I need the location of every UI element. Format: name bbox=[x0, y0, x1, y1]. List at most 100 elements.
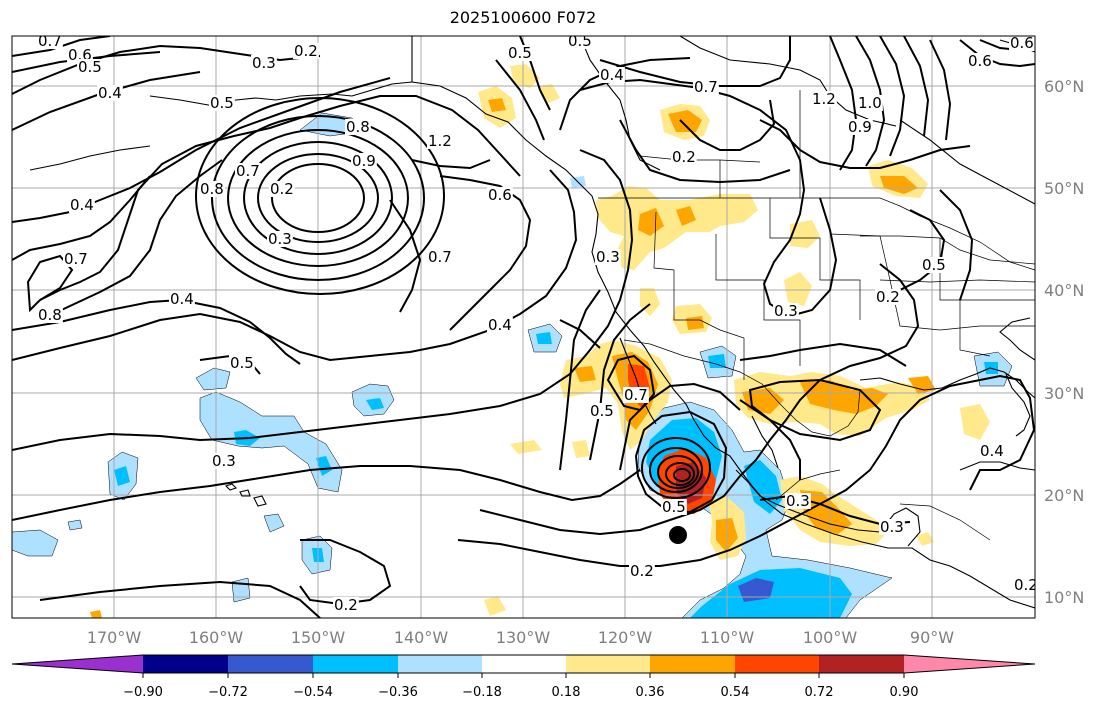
contour-label: 0.2 bbox=[876, 288, 900, 306]
contour-label: 0.4 bbox=[600, 66, 624, 84]
lon-tick-label: 170°W bbox=[87, 628, 142, 647]
contour-label: 0.4 bbox=[98, 84, 122, 102]
colorbar-bin bbox=[650, 655, 735, 673]
contour-label-backing bbox=[77, 59, 103, 75]
lat-tick-label: 20°N bbox=[1044, 486, 1084, 505]
contour-label-backing bbox=[875, 289, 901, 305]
contour-label: 1.2 bbox=[428, 132, 452, 150]
contour-label-backing bbox=[427, 133, 453, 149]
contour-label-backing bbox=[623, 387, 649, 403]
colorbar-tick-label: −0.54 bbox=[293, 685, 333, 700]
lat-tick-label: 10°N bbox=[1044, 588, 1084, 607]
contour-label: 0.9 bbox=[848, 118, 872, 136]
contour-label-backing bbox=[211, 453, 237, 469]
lon-tick-label: 160°W bbox=[189, 628, 244, 647]
hawaii-islands bbox=[224, 483, 267, 507]
contour-label: 0.5 bbox=[662, 498, 686, 516]
contour-label-backing bbox=[979, 443, 1005, 459]
colorbar-bin bbox=[566, 655, 650, 673]
positive-anomaly-shading bbox=[90, 64, 990, 618]
contour-label: 0.3 bbox=[252, 54, 276, 72]
contour-label-backing bbox=[847, 119, 873, 135]
colorbar-tick-label: −0.72 bbox=[208, 685, 248, 700]
lon-tick-label: 140°W bbox=[394, 628, 449, 647]
contour-label: 1.0 bbox=[858, 94, 882, 112]
lon-tick-label: 110°W bbox=[700, 628, 755, 647]
contour-label-backing bbox=[507, 45, 533, 61]
colorbar: −0.90 −0.72 −0.54 −0.36 −0.18 0.18 0.36 … bbox=[11, 654, 1036, 700]
contour-label-backing bbox=[169, 291, 195, 307]
contour-label: 0.3 bbox=[212, 452, 236, 470]
contour-label: 0.7 bbox=[38, 32, 62, 50]
contour-label-backing bbox=[351, 153, 377, 169]
contour-label: 0.7 bbox=[428, 248, 452, 266]
lon-tick-label: 130°W bbox=[496, 628, 551, 647]
contour-label-backing bbox=[209, 95, 235, 111]
contour-label-backing bbox=[629, 563, 655, 579]
lat-tick-label: 60°N bbox=[1044, 77, 1084, 96]
contour-label-backing bbox=[345, 119, 371, 135]
contour-label: 0.3 bbox=[880, 518, 904, 536]
contour-label: 0.2 bbox=[672, 148, 696, 166]
contour-label-backing bbox=[857, 95, 883, 111]
contour-label: 0.4 bbox=[70, 196, 94, 214]
contour-label: 0.8 bbox=[200, 180, 224, 198]
contour-label: 0.5 bbox=[78, 58, 102, 76]
contour-label: 0.5 bbox=[230, 354, 254, 372]
contour-label-backing bbox=[37, 36, 63, 49]
contour-label: 0.3 bbox=[786, 492, 810, 510]
contour-label: 0.5 bbox=[590, 402, 614, 420]
contour-label-backing bbox=[785, 493, 811, 509]
contour-labels: 0.7 0.6 0.5 0.4 0.3 0.2 0.5 0.8 0.7 0.2 … bbox=[37, 32, 1035, 614]
contour-label-backing bbox=[1009, 36, 1035, 51]
colorbar-extend-high bbox=[904, 655, 1035, 673]
lon-tick-label: 120°W bbox=[598, 628, 653, 647]
contour-label: 0.5 bbox=[210, 94, 234, 112]
map-title: 2025100600 F072 bbox=[449, 8, 597, 27]
contour-label-backing bbox=[589, 403, 615, 419]
contour-lines bbox=[12, 36, 1035, 618]
latitude-axis: 60°N 50°N 40°N 30°N 20°N 10°N bbox=[1044, 77, 1084, 607]
contour-label-backing bbox=[487, 187, 513, 203]
contour-label-backing bbox=[63, 251, 89, 267]
contour-label-backing bbox=[595, 249, 621, 265]
contour-label-backing bbox=[97, 85, 123, 101]
contour-label: 0.6 bbox=[1010, 34, 1034, 52]
colorbar-tick-label: −0.36 bbox=[378, 685, 418, 700]
lon-tick-label: 100°W bbox=[803, 628, 858, 647]
contour-label: 0.3 bbox=[596, 248, 620, 266]
contour-label: 0.5 bbox=[922, 256, 946, 274]
contour-label-backing bbox=[773, 303, 799, 319]
contour-label: 0.6 bbox=[968, 52, 992, 70]
contour-label-backing bbox=[427, 249, 453, 265]
contour-label-backing bbox=[811, 91, 837, 107]
contour-label: 0.4 bbox=[980, 442, 1004, 460]
contour-label-backing bbox=[37, 307, 63, 323]
contour-label-backing bbox=[693, 79, 719, 95]
colorbar-bin bbox=[143, 655, 228, 673]
contour-label-backing bbox=[199, 181, 225, 197]
contour-label-backing bbox=[269, 181, 295, 197]
contour-label-backing bbox=[1013, 577, 1035, 593]
storm-center-marker bbox=[669, 526, 687, 544]
contour-label: 0.7 bbox=[236, 162, 260, 180]
colorbar-bin bbox=[819, 655, 904, 673]
contour-label-backing bbox=[599, 67, 625, 83]
contour-label-backing bbox=[921, 257, 947, 273]
contour-label: 0.4 bbox=[170, 290, 194, 308]
contour-label-backing bbox=[333, 597, 359, 613]
lon-tick-label: 90°W bbox=[910, 628, 954, 647]
contour-label-backing bbox=[235, 163, 261, 179]
colorbar-bin bbox=[228, 655, 313, 673]
colorbar-tick-label: 0.18 bbox=[552, 685, 581, 700]
colorbar-bin bbox=[735, 655, 819, 673]
colorbar-tick-label: 0.54 bbox=[721, 685, 750, 700]
contour-label-backing bbox=[267, 231, 293, 247]
longitude-axis: 170°W 160°W 150°W 140°W 130°W 120°W 110°… bbox=[87, 628, 954, 647]
contour-label-backing bbox=[293, 43, 319, 59]
lat-tick-label: 50°N bbox=[1044, 179, 1084, 198]
contour-label-backing bbox=[967, 53, 993, 69]
colorbar-tick-label: 0.90 bbox=[890, 685, 919, 700]
contour-label: 0.9 bbox=[352, 152, 376, 170]
